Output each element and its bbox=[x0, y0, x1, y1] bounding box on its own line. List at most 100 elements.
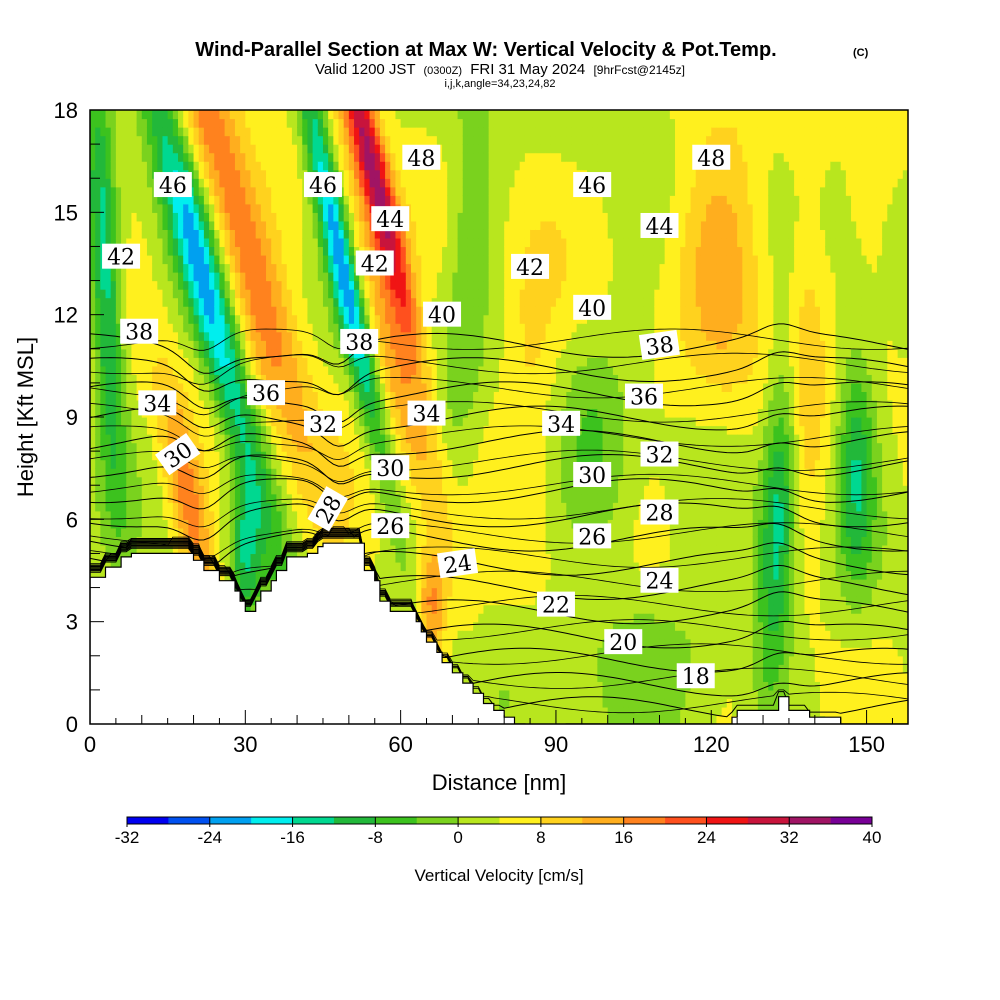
velocity-cell bbox=[245, 604, 252, 614]
velocity-cell bbox=[172, 502, 179, 512]
velocity-cell bbox=[240, 135, 246, 145]
velocity-cell bbox=[410, 587, 417, 597]
velocity-cell bbox=[379, 289, 386, 299]
velocity-cell bbox=[198, 314, 205, 324]
velocity-cell bbox=[209, 306, 215, 316]
velocity-cell bbox=[395, 374, 402, 384]
velocity-cell bbox=[297, 220, 303, 230]
velocity-cell bbox=[312, 135, 319, 145]
velocity-cell bbox=[426, 502, 433, 512]
velocity-cell bbox=[90, 340, 96, 350]
velocity-cell bbox=[152, 144, 158, 154]
velocity-cell bbox=[431, 374, 438, 384]
velocity-cell bbox=[240, 391, 246, 401]
velocity-cell bbox=[95, 161, 101, 171]
velocity-cell bbox=[374, 544, 381, 555]
velocity-cell bbox=[152, 203, 158, 213]
velocity-cell bbox=[442, 596, 448, 606]
velocity-cell bbox=[121, 229, 127, 239]
velocity-cell bbox=[131, 442, 138, 452]
velocity-cell bbox=[302, 272, 309, 282]
velocity-cell bbox=[421, 254, 428, 265]
velocity-cell bbox=[250, 417, 257, 427]
velocity-cell bbox=[198, 502, 205, 512]
velocity-cell bbox=[131, 195, 138, 205]
velocity-cell bbox=[126, 195, 133, 205]
velocity-cell bbox=[240, 579, 246, 589]
velocity-cell bbox=[338, 391, 345, 401]
velocity-cell bbox=[157, 365, 164, 375]
velocity-cell bbox=[209, 485, 215, 495]
velocity-cell bbox=[317, 297, 324, 307]
velocity-cell bbox=[224, 434, 231, 444]
velocity-cell bbox=[193, 476, 200, 486]
velocity-cell bbox=[203, 229, 210, 239]
velocity-cell bbox=[395, 297, 402, 307]
velocity-cell bbox=[260, 306, 267, 316]
velocity-cell bbox=[183, 485, 189, 495]
velocity-cell bbox=[121, 212, 127, 222]
velocity-cell bbox=[271, 237, 277, 248]
velocity-cell bbox=[374, 536, 381, 546]
velocity-cell bbox=[291, 246, 298, 256]
velocity-cell bbox=[214, 485, 221, 495]
velocity-cell bbox=[333, 519, 340, 529]
velocity-cell bbox=[255, 144, 262, 154]
velocity-cell bbox=[229, 161, 236, 171]
velocity-cell bbox=[115, 186, 122, 196]
velocity-cell bbox=[105, 144, 112, 154]
velocity-cell bbox=[291, 468, 298, 478]
velocity-cell bbox=[416, 442, 422, 452]
velocity-cell bbox=[240, 110, 246, 120]
velocity-cell bbox=[410, 306, 417, 316]
velocity-cell bbox=[224, 229, 231, 239]
velocity-cell bbox=[178, 519, 184, 529]
velocity-cell bbox=[281, 203, 288, 213]
velocity-cell bbox=[442, 587, 448, 597]
velocity-cell bbox=[276, 195, 283, 205]
velocity-cell bbox=[198, 544, 205, 555]
velocity-cell bbox=[281, 502, 288, 512]
velocity-cell bbox=[431, 365, 438, 375]
velocity-cell bbox=[286, 527, 293, 537]
velocity-cell bbox=[431, 195, 438, 205]
velocity-cell bbox=[312, 476, 319, 486]
velocity-cell bbox=[291, 331, 298, 341]
velocity-cell bbox=[167, 297, 174, 307]
velocity-cell bbox=[100, 570, 107, 580]
velocity-cell bbox=[447, 638, 454, 648]
velocity-cell bbox=[90, 118, 96, 128]
velocity-cell bbox=[410, 323, 417, 333]
velocity-cell bbox=[333, 135, 340, 145]
velocity-cell bbox=[338, 323, 345, 333]
velocity-cell bbox=[302, 237, 309, 248]
velocity-cell bbox=[322, 323, 329, 333]
velocity-cell bbox=[359, 323, 365, 333]
velocity-cell bbox=[250, 425, 257, 435]
velocity-cell bbox=[410, 579, 417, 589]
velocity-cell bbox=[271, 161, 277, 171]
velocity-cell bbox=[276, 144, 283, 154]
velocity-cell bbox=[136, 527, 143, 537]
velocity-cell bbox=[354, 203, 360, 213]
velocity-cell bbox=[302, 203, 309, 213]
velocity-cell bbox=[281, 527, 288, 537]
velocity-cell bbox=[286, 451, 293, 461]
velocity-cell bbox=[95, 169, 101, 179]
velocity-cell bbox=[255, 314, 262, 324]
velocity-cell bbox=[214, 323, 221, 333]
velocity-cell bbox=[359, 152, 365, 162]
velocity-cell bbox=[214, 152, 221, 162]
velocity-cell bbox=[410, 297, 417, 307]
velocity-cell bbox=[240, 289, 246, 299]
velocity-cell bbox=[105, 297, 112, 307]
velocity-cell bbox=[416, 502, 422, 512]
velocity-cell bbox=[271, 519, 277, 529]
velocity-cell bbox=[121, 451, 127, 461]
velocity-cell bbox=[354, 272, 360, 282]
velocity-cell bbox=[121, 220, 127, 230]
velocity-cell bbox=[266, 536, 272, 546]
velocity-cell bbox=[421, 604, 428, 614]
velocity-cell bbox=[250, 323, 257, 333]
velocity-cell bbox=[110, 289, 117, 299]
